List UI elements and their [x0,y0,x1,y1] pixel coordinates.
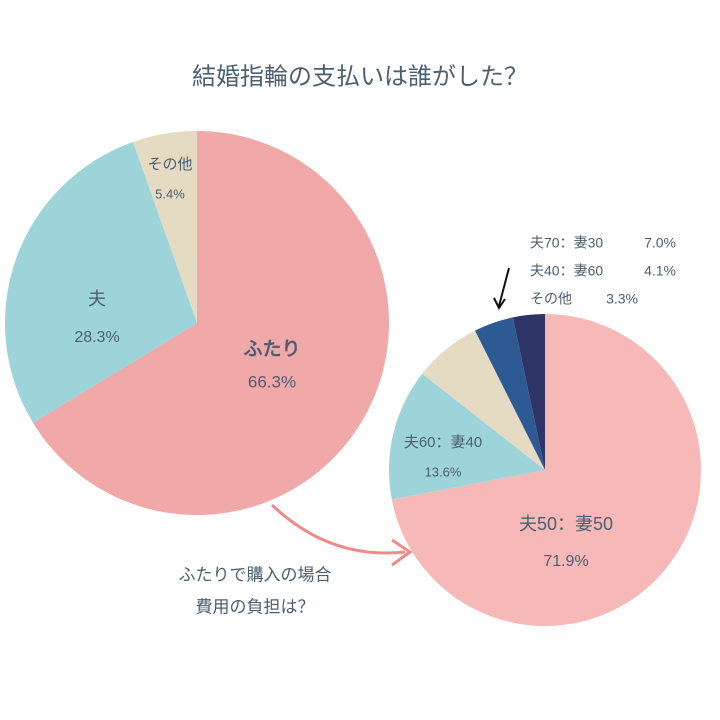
pointer-arrow [498,267,510,307]
value-label: 71.9% [543,553,588,570]
pie-slice [5,141,198,423]
value-label: 4.1% [644,263,676,279]
pie-slice [512,314,545,470]
slice-label: その他 [147,156,192,173]
slice-label: 夫50：妻50 [519,514,613,534]
value-label: 7.0% [644,235,676,251]
pie-slice [133,131,197,323]
slice-label: 夫60：妻40 [404,434,482,451]
pointer-arrowhead [493,297,506,310]
value-label: 13.6% [425,464,462,479]
annotation: ふたりで購入の場合 [179,565,332,584]
slice-label: ふたり [243,338,300,360]
connector-arrow [270,503,406,555]
value-label: 28.3% [74,329,119,346]
pie [5,131,390,515]
value-label: 5.4% [155,186,185,201]
connector-arrowhead [391,538,413,567]
pie-slice [391,314,702,627]
slice-label: 夫70：妻30 [530,235,603,251]
value-label: 66.3% [248,372,296,391]
pie-slice [389,373,545,500]
chart-title: 結婚指輪の支払いは誰がした？ [192,63,528,90]
slice-label: 夫40：妻60 [530,263,603,279]
value-label: 3.3% [606,291,638,307]
slice-label: 夫 [88,289,106,309]
annotation: 費用の負担は？ [196,597,315,616]
slice-label: その他 [530,291,572,307]
pie-slice [32,131,390,515]
pie [389,314,702,627]
pie-slice [474,317,545,470]
pie-slice [422,330,545,470]
